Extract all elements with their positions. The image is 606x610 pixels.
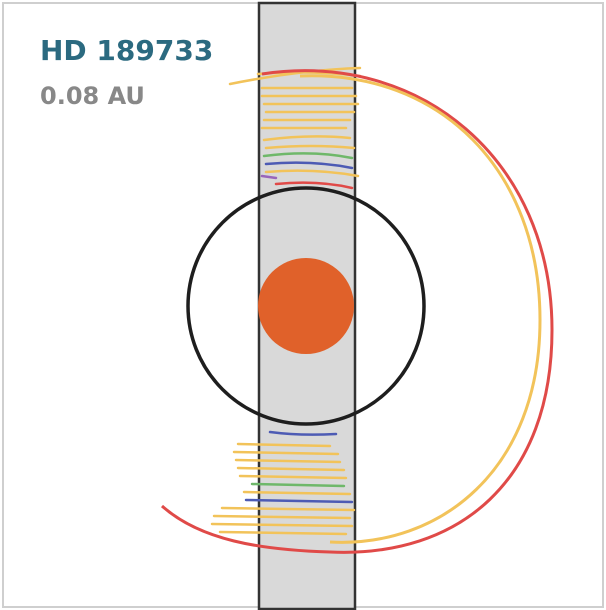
lower-arc-green: [250, 482, 346, 488]
subtitle-label: 0.08 AU: [40, 82, 145, 110]
lower-arc-yellow: [242, 490, 352, 496]
upper-arc-yellow: [264, 169, 360, 178]
star: [258, 258, 354, 354]
orbit-circle: [186, 186, 426, 426]
lower-arc-yellow: [218, 530, 348, 536]
upper-arc-red: [274, 181, 354, 190]
outer-arc-red: [161, 69, 554, 554]
upper-arc-yellow: [262, 135, 352, 142]
lower-arc-yellow: [232, 450, 340, 456]
title-label: HD 189733: [40, 34, 213, 67]
upper-arc-yellow: [264, 144, 356, 150]
upper-arc-blue: [264, 161, 354, 170]
upper-arc-group: [228, 66, 362, 190]
lower-arc-yellow: [220, 506, 356, 512]
lower-arc-yellow: [234, 458, 342, 464]
outer-arc-yellow: [299, 74, 542, 544]
lower-arc-yellow: [210, 522, 354, 528]
lower-arc-blue: [244, 498, 354, 504]
lower-arc-yellow: [236, 466, 346, 472]
upper-arc-purple: [260, 174, 278, 180]
upper-arc-green: [262, 152, 354, 160]
lower-arc-yellow: [212, 514, 352, 520]
lower-arc-blue: [268, 430, 338, 436]
lower-arc-yellow: [236, 442, 332, 448]
lower-arc-yellow: [238, 474, 348, 480]
lower-arc-group: [210, 430, 356, 536]
